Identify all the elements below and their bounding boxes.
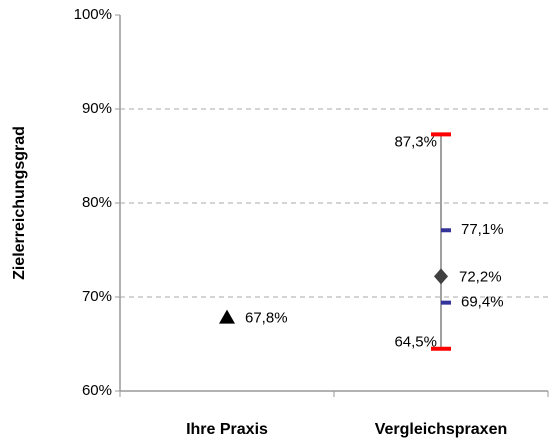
y-axis-title: Zielerreichungsgrad: [11, 126, 28, 280]
y-tick-label: 90%: [82, 100, 112, 117]
value-label: 72,2%: [459, 268, 502, 285]
value-label: 87,3%: [394, 133, 437, 150]
value-label: 64,5%: [394, 334, 437, 351]
value-label: 69,4%: [461, 294, 504, 311]
x-tick-label: Ihre Praxis: [186, 421, 268, 438]
triangle-marker: [219, 309, 235, 324]
y-tick-label: 100%: [74, 6, 112, 23]
value-label: 77,1%: [461, 221, 504, 238]
y-tick-label: 80%: [82, 194, 112, 211]
diamond-marker: [434, 268, 448, 285]
x-tick-label: Vergleichspraxen: [375, 421, 508, 438]
value-label: 67,8%: [245, 310, 288, 327]
y-tick-label: 70%: [82, 288, 112, 305]
y-tick-label: 60%: [82, 382, 112, 399]
